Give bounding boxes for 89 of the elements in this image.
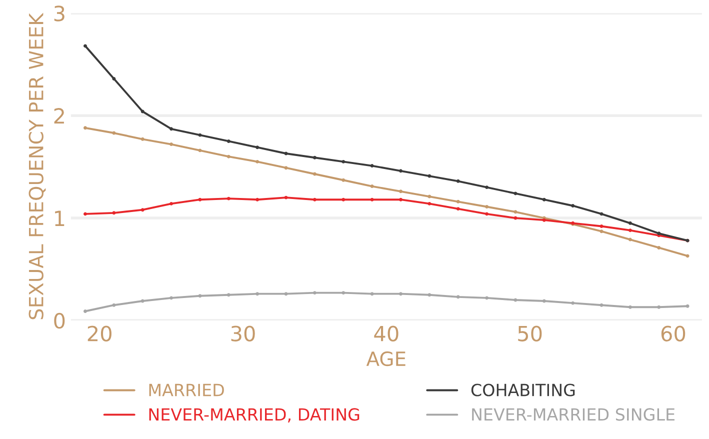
point	[370, 164, 374, 168]
y-tick-label: 3	[54, 6, 64, 22]
point	[84, 126, 87, 130]
point	[140, 137, 144, 141]
point	[342, 198, 346, 202]
legend-label: NEVER-MARRIED, DATING	[149, 408, 360, 422]
point	[542, 198, 546, 202]
point	[140, 299, 144, 303]
point	[140, 208, 144, 212]
point	[514, 210, 518, 214]
point	[342, 178, 346, 182]
point	[628, 221, 632, 225]
point	[170, 142, 174, 146]
point	[686, 304, 690, 308]
point	[600, 224, 604, 228]
point	[628, 305, 632, 309]
x-tick-label: 40	[374, 326, 398, 342]
point	[84, 44, 87, 48]
point	[198, 294, 202, 298]
point	[399, 169, 402, 173]
y-tick-label: 1	[55, 210, 64, 226]
x-tick-label: 30	[231, 326, 255, 342]
point	[456, 207, 460, 211]
point	[428, 194, 432, 198]
point	[657, 246, 661, 250]
y-tick-label: 2	[54, 108, 64, 124]
point	[256, 198, 260, 202]
point	[112, 303, 116, 307]
point	[112, 131, 116, 135]
point	[312, 172, 316, 176]
x-tick-label: 20	[88, 326, 112, 342]
point	[370, 184, 374, 188]
point	[342, 160, 346, 164]
point	[399, 198, 402, 202]
point	[485, 296, 489, 300]
y-axis-title: SEXUAL FREQUENCY PER WEEK	[28, 12, 46, 320]
x-tick-label: 60	[661, 326, 686, 342]
point	[84, 310, 87, 313]
point	[571, 204, 575, 208]
point	[428, 202, 432, 206]
legend-label: MARRIED	[149, 384, 224, 396]
point	[456, 295, 460, 299]
point	[170, 202, 174, 206]
point	[370, 292, 374, 296]
point	[256, 160, 260, 164]
point	[342, 291, 346, 295]
point	[198, 198, 202, 202]
point	[226, 154, 230, 158]
point	[226, 196, 230, 200]
point	[256, 292, 260, 296]
point	[485, 212, 489, 216]
line-series	[84, 126, 690, 258]
point	[628, 238, 632, 242]
point	[226, 293, 230, 297]
point	[140, 110, 144, 114]
point	[628, 228, 632, 232]
point	[657, 305, 661, 309]
x-axis-title: AGE	[366, 351, 406, 366]
point	[686, 254, 690, 258]
y-tick-label: 0	[54, 312, 65, 329]
point	[256, 146, 260, 150]
point	[456, 179, 460, 183]
point	[170, 127, 174, 131]
point	[571, 301, 575, 305]
point	[456, 200, 460, 204]
point	[428, 293, 432, 297]
point	[485, 205, 489, 209]
point	[312, 291, 316, 295]
line-series	[84, 44, 690, 242]
point	[312, 156, 316, 160]
point	[84, 212, 87, 216]
point	[399, 190, 402, 194]
point	[198, 148, 202, 152]
point	[542, 299, 546, 303]
point	[485, 186, 489, 190]
point	[312, 198, 316, 202]
point	[284, 292, 288, 296]
point	[600, 303, 604, 307]
point	[600, 230, 604, 234]
point	[370, 198, 374, 202]
point	[226, 139, 230, 143]
point	[284, 166, 288, 170]
legend-label: COHABITING	[471, 384, 575, 396]
legend-label: NEVER-MARRIED SINGLE	[472, 408, 674, 421]
point	[112, 211, 116, 215]
point	[112, 76, 116, 80]
point	[170, 296, 174, 300]
point	[428, 174, 432, 178]
x-tick-label: 50	[518, 326, 542, 342]
